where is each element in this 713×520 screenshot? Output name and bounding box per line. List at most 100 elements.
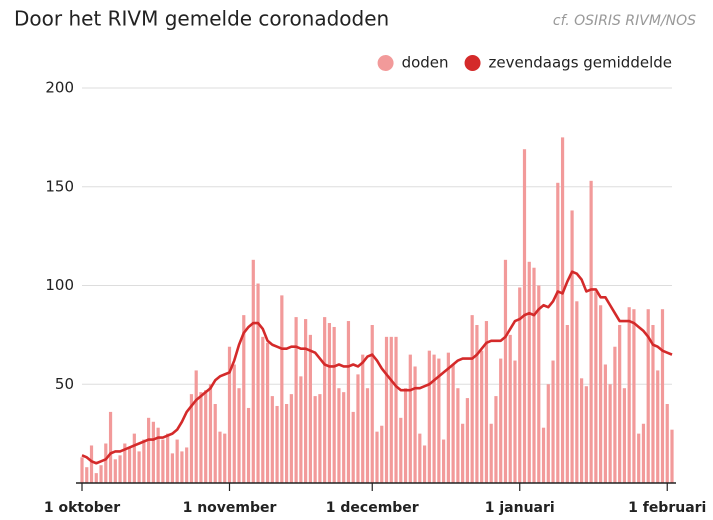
bar bbox=[637, 433, 641, 483]
bar bbox=[147, 417, 151, 483]
bar bbox=[384, 336, 389, 483]
x-tick-label: 1 november bbox=[183, 500, 277, 516]
y-tick-label: 150 bbox=[45, 177, 74, 195]
bar bbox=[342, 392, 346, 483]
bar bbox=[108, 411, 113, 483]
bar bbox=[470, 315, 474, 483]
bar bbox=[370, 325, 374, 483]
x-tick-label: 1 januari bbox=[485, 500, 555, 516]
bar bbox=[327, 323, 332, 483]
bar bbox=[175, 439, 179, 483]
bar bbox=[389, 336, 393, 483]
bar bbox=[227, 346, 232, 483]
y-tick-label: 50 bbox=[55, 375, 74, 393]
bar bbox=[446, 352, 450, 483]
bar bbox=[627, 307, 631, 483]
bar bbox=[85, 467, 89, 483]
bar bbox=[351, 411, 355, 483]
bar bbox=[579, 378, 584, 483]
legend-label: doden bbox=[402, 54, 449, 72]
bar bbox=[142, 439, 146, 483]
bar bbox=[80, 457, 84, 483]
bar bbox=[123, 443, 127, 483]
bar bbox=[632, 309, 636, 483]
bar bbox=[589, 180, 593, 483]
bar bbox=[118, 455, 122, 483]
bar bbox=[365, 388, 370, 483]
bar bbox=[204, 390, 208, 483]
bar bbox=[104, 443, 108, 483]
x-tick-label: 1 oktober bbox=[44, 500, 120, 516]
bar bbox=[484, 321, 489, 483]
bar bbox=[256, 283, 260, 483]
bar bbox=[656, 370, 660, 483]
bar bbox=[480, 350, 484, 483]
bar bbox=[546, 384, 550, 483]
bar bbox=[132, 433, 136, 483]
bar bbox=[237, 388, 241, 483]
bar bbox=[532, 267, 536, 483]
bar bbox=[665, 404, 669, 483]
bar bbox=[280, 295, 284, 483]
bar bbox=[613, 346, 617, 483]
bar bbox=[189, 394, 194, 483]
bar bbox=[503, 259, 508, 483]
bar bbox=[603, 364, 607, 483]
bar bbox=[151, 421, 155, 483]
bar bbox=[270, 396, 274, 483]
legend-swatch bbox=[377, 55, 394, 71]
bar bbox=[380, 425, 384, 483]
bar bbox=[289, 394, 293, 483]
bar bbox=[408, 354, 412, 483]
bar bbox=[318, 394, 322, 483]
bar bbox=[261, 336, 265, 483]
bar bbox=[599, 305, 603, 483]
y-tick-label: 100 bbox=[45, 276, 74, 294]
bar bbox=[556, 182, 560, 484]
bar bbox=[465, 398, 470, 483]
bar bbox=[332, 326, 336, 483]
line bbox=[81, 270, 673, 465]
bar bbox=[208, 384, 213, 483]
bar bbox=[508, 334, 512, 483]
bar bbox=[413, 366, 417, 483]
bar bbox=[641, 423, 646, 483]
bar bbox=[570, 210, 574, 483]
bar bbox=[361, 354, 365, 483]
bar bbox=[99, 465, 103, 483]
bar bbox=[223, 433, 227, 483]
bar bbox=[527, 261, 531, 483]
bar bbox=[304, 319, 308, 483]
x-tick-label: 1 december bbox=[326, 500, 419, 516]
bar bbox=[518, 287, 522, 483]
bar bbox=[308, 334, 312, 483]
chart-title: Door het RIVM gemelde coronadoden bbox=[14, 7, 389, 31]
bar bbox=[403, 388, 408, 483]
bar bbox=[213, 404, 217, 483]
bar bbox=[218, 431, 222, 483]
bar bbox=[608, 384, 612, 483]
x-tick-label: 1 februari bbox=[628, 500, 706, 516]
bar bbox=[541, 427, 546, 483]
bar bbox=[199, 392, 203, 483]
bar bbox=[251, 259, 255, 483]
bar bbox=[437, 358, 441, 483]
bar bbox=[89, 445, 94, 483]
bar bbox=[337, 388, 341, 483]
bar bbox=[232, 364, 236, 483]
bar bbox=[560, 137, 565, 483]
bar bbox=[499, 358, 503, 483]
bar bbox=[618, 325, 622, 483]
bar bbox=[113, 459, 117, 483]
bar bbox=[265, 342, 270, 483]
bar bbox=[456, 388, 460, 483]
bar bbox=[375, 431, 379, 483]
bar bbox=[513, 360, 517, 483]
bar bbox=[651, 325, 655, 483]
bar bbox=[442, 439, 446, 483]
bar bbox=[399, 417, 403, 483]
bar bbox=[284, 404, 289, 483]
bar bbox=[646, 309, 650, 483]
bar bbox=[451, 364, 455, 483]
